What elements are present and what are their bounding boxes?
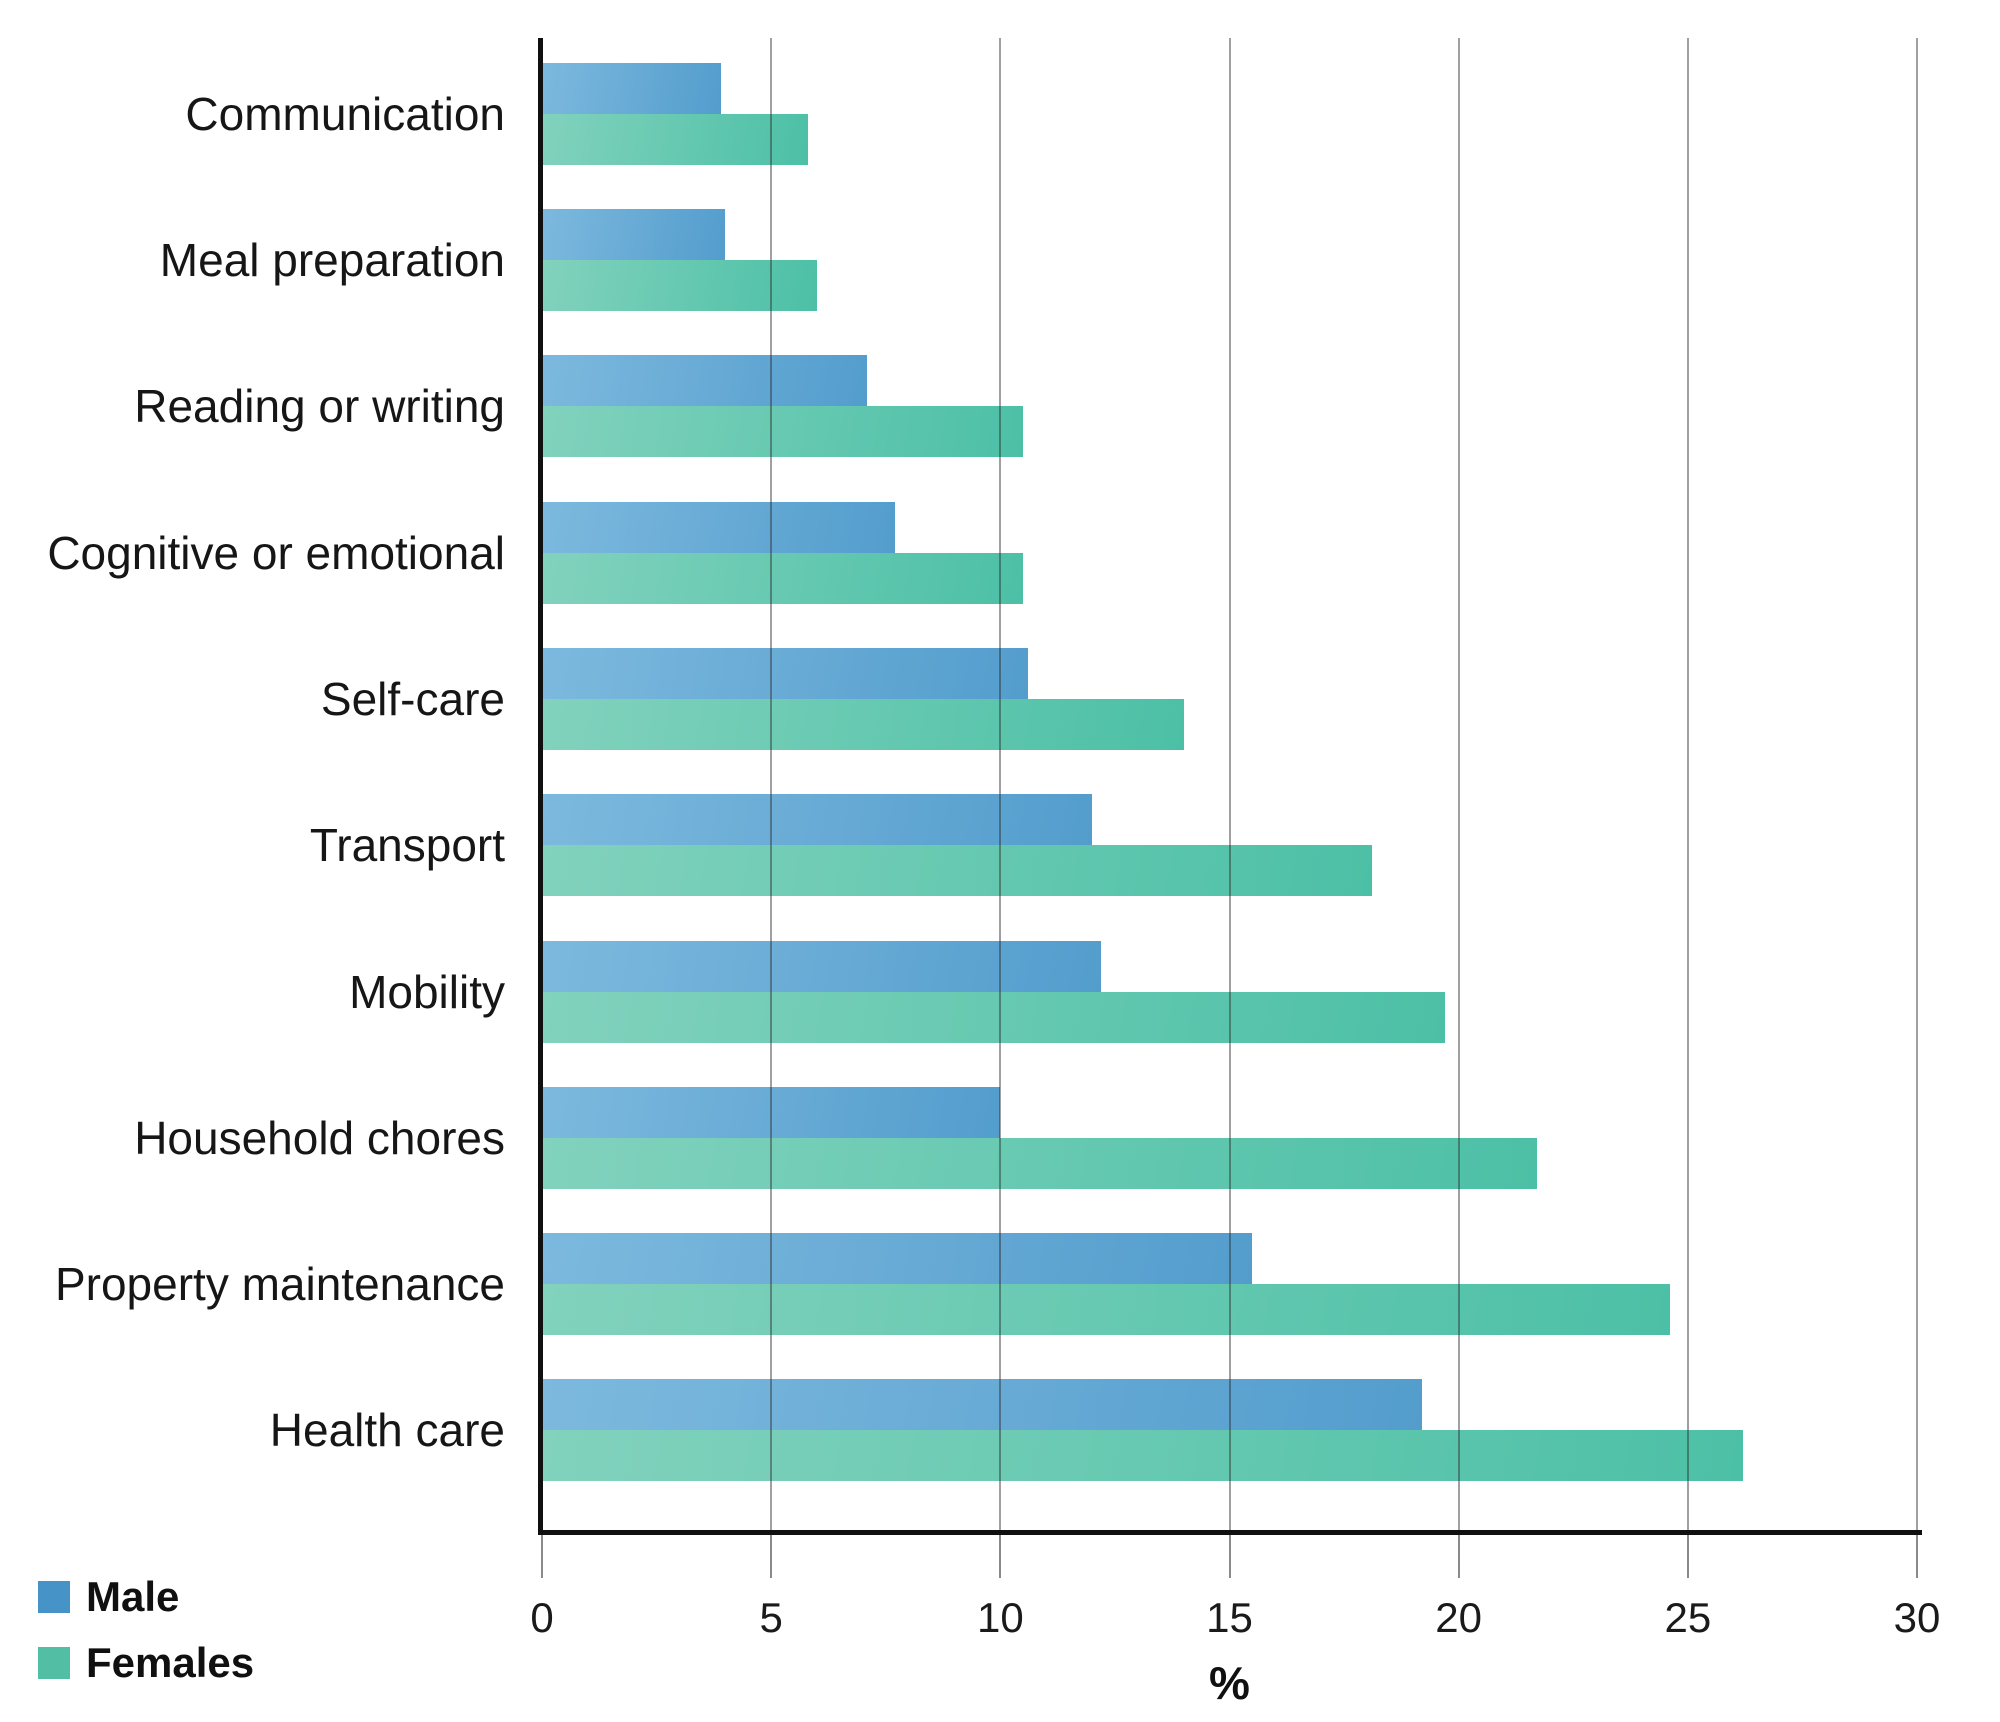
females-bar-communication <box>542 113 808 165</box>
females-legend-label: Females <box>86 1639 255 1686</box>
category-label-communication: Communication <box>185 87 505 140</box>
x-tick-label-15: 15 <box>1206 1594 1253 1641</box>
x-tick-label-5: 5 <box>759 1594 783 1641</box>
x-tick-label-30: 30 <box>1893 1594 1941 1641</box>
x-tick-mark-25 <box>1686 1535 1689 1578</box>
x-tick-mark-10 <box>999 1535 1002 1578</box>
gridline-5 <box>770 38 773 1532</box>
category-label-mobility: Mobility <box>349 965 505 1018</box>
females-bar-meal-preparation <box>542 260 817 311</box>
male-legend-label: Male <box>86 1573 180 1620</box>
male-bar-mobility <box>542 940 1102 992</box>
category-label-reading-or-writing: Reading or writing <box>134 380 505 433</box>
females-bar-property-maintenance <box>542 1284 1670 1336</box>
gridline-25 <box>1686 38 1689 1532</box>
females-bar-household-chores <box>542 1137 1537 1189</box>
females-bar-health-care <box>542 1430 1743 1482</box>
gridline-10 <box>999 38 1002 1532</box>
x-axis-line <box>538 1530 1922 1535</box>
male-bar-meal-preparation <box>542 209 726 260</box>
females-bar-mobility <box>542 991 1445 1043</box>
females-bar-reading-or-writing <box>542 406 1024 458</box>
y-axis-line <box>538 38 543 1532</box>
category-label-transport: Transport <box>309 819 505 872</box>
legend-item-females: Females <box>38 1639 254 1686</box>
x-tick-mark-5 <box>770 1535 773 1578</box>
male-bar-property-maintenance <box>542 1233 1253 1285</box>
category-label-household-chores: Household chores <box>134 1111 505 1164</box>
females-bar-transport <box>542 845 1372 897</box>
male-bar-household-chores <box>542 1086 1001 1138</box>
gridline-15 <box>1228 38 1231 1532</box>
legend-item-male: Male <box>38 1573 254 1620</box>
male-bar-reading-or-writing <box>542 355 868 407</box>
male-bar-health-care <box>542 1379 1422 1431</box>
plot-area <box>542 38 1918 1532</box>
male-bar-cognitive-or-emotional <box>542 501 895 553</box>
category-label-health-care: Health care <box>269 1404 505 1457</box>
x-tick-mark-20 <box>1457 1535 1460 1578</box>
x-tick-label-0: 0 <box>530 1594 554 1641</box>
category-label-meal-preparation: Meal preparation <box>159 234 505 286</box>
females-legend-swatch <box>38 1647 70 1679</box>
gridline-20 <box>1457 38 1460 1532</box>
females-bar-cognitive-or-emotional <box>542 552 1024 604</box>
legend: Male Females <box>38 1573 254 1710</box>
x-tick-mark-0 <box>541 1535 543 1578</box>
male-bar-self-care <box>542 647 1028 699</box>
x-tick-label-20: 20 <box>1435 1594 1483 1641</box>
category-label-cognitive-or-emotional: Cognitive or emotional <box>47 526 505 579</box>
category-label-property-maintenance: Property maintenance <box>54 1258 505 1311</box>
x-tick-label-25: 25 <box>1664 1594 1712 1641</box>
x-tick-mark-30 <box>1916 1535 1918 1578</box>
category-label-self-care: Self-care <box>320 672 505 725</box>
x-tick-mark-15 <box>1228 1535 1231 1578</box>
male-legend-swatch <box>38 1581 70 1613</box>
females-bar-self-care <box>542 698 1184 750</box>
x-tick-label-10: 10 <box>976 1594 1024 1641</box>
gridline-30 <box>1916 38 1918 1532</box>
male-bar-communication <box>542 62 721 114</box>
male-bar-transport <box>542 794 1092 846</box>
x-axis-title: % <box>1209 1657 1250 1709</box>
